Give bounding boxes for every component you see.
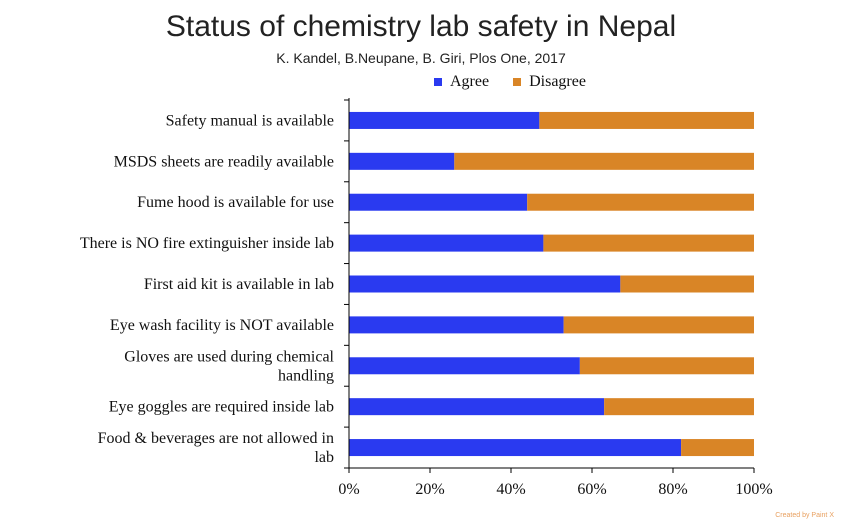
bar-disagree-5 — [563, 316, 754, 334]
x-tick-label-5: 100% — [735, 481, 772, 498]
legend: Agree Disagree — [434, 73, 610, 91]
category-label-0: Safety manual is available — [166, 112, 334, 129]
chart-subtitle: K. Kandel, B.Neupane, B. Giri, Plos One,… — [276, 50, 566, 66]
bar-disagree-2 — [527, 193, 754, 211]
category-label-2: Fume hood is available for use — [137, 194, 334, 211]
legend-label-agree: Agree — [450, 73, 490, 90]
legend-label-disagree: Disagree — [529, 73, 586, 90]
category-label-4: First aid kit is available in lab — [144, 276, 334, 293]
category-label-5: Eye wash facility is NOT available — [110, 317, 334, 334]
bar-agree-8 — [349, 439, 682, 457]
bar-agree-3 — [349, 234, 544, 252]
bar-disagree-0 — [539, 111, 754, 129]
category-label-7: Eye goggles are required inside lab — [109, 399, 334, 416]
bar-agree-1 — [349, 152, 455, 170]
x-tick-label-1: 20% — [415, 481, 444, 498]
x-tick-label-2: 40% — [496, 481, 525, 498]
category-label-8: Food & beverages are not allowed in lab — [98, 430, 334, 466]
category-label-1: MSDS sheets are readily available — [114, 153, 334, 170]
legend-item-disagree: Disagree — [513, 73, 586, 91]
chart-title: Status of chemistry lab safety in Nepal — [165, 10, 677, 43]
bar-disagree-4 — [620, 275, 754, 293]
bar-disagree-8 — [681, 439, 754, 457]
bar-disagree-6 — [579, 357, 754, 375]
bar-disagree-7 — [604, 398, 754, 416]
x-tick-label-0: 0% — [338, 481, 359, 498]
legend-swatch-agree — [434, 78, 442, 86]
legend-item-agree: Agree — [434, 73, 489, 91]
bar-agree-7 — [349, 398, 605, 416]
bar-agree-5 — [349, 316, 564, 334]
category-label-6: Gloves are used during chemical handling — [124, 348, 334, 384]
bar-agree-6 — [349, 357, 580, 375]
legend-swatch-disagree — [513, 78, 522, 86]
bar-agree-2 — [349, 193, 528, 211]
x-tick-label-3: 60% — [577, 481, 606, 498]
credit-text: Created by Paint X — [775, 512, 834, 519]
category-label-3: There is NO fire extinguisher inside lab — [80, 235, 334, 252]
bar-disagree-3 — [543, 234, 754, 252]
bar-agree-0 — [349, 111, 540, 129]
bar-agree-4 — [349, 275, 621, 293]
bar-disagree-1 — [454, 152, 754, 170]
x-tick-label-4: 80% — [658, 481, 687, 498]
